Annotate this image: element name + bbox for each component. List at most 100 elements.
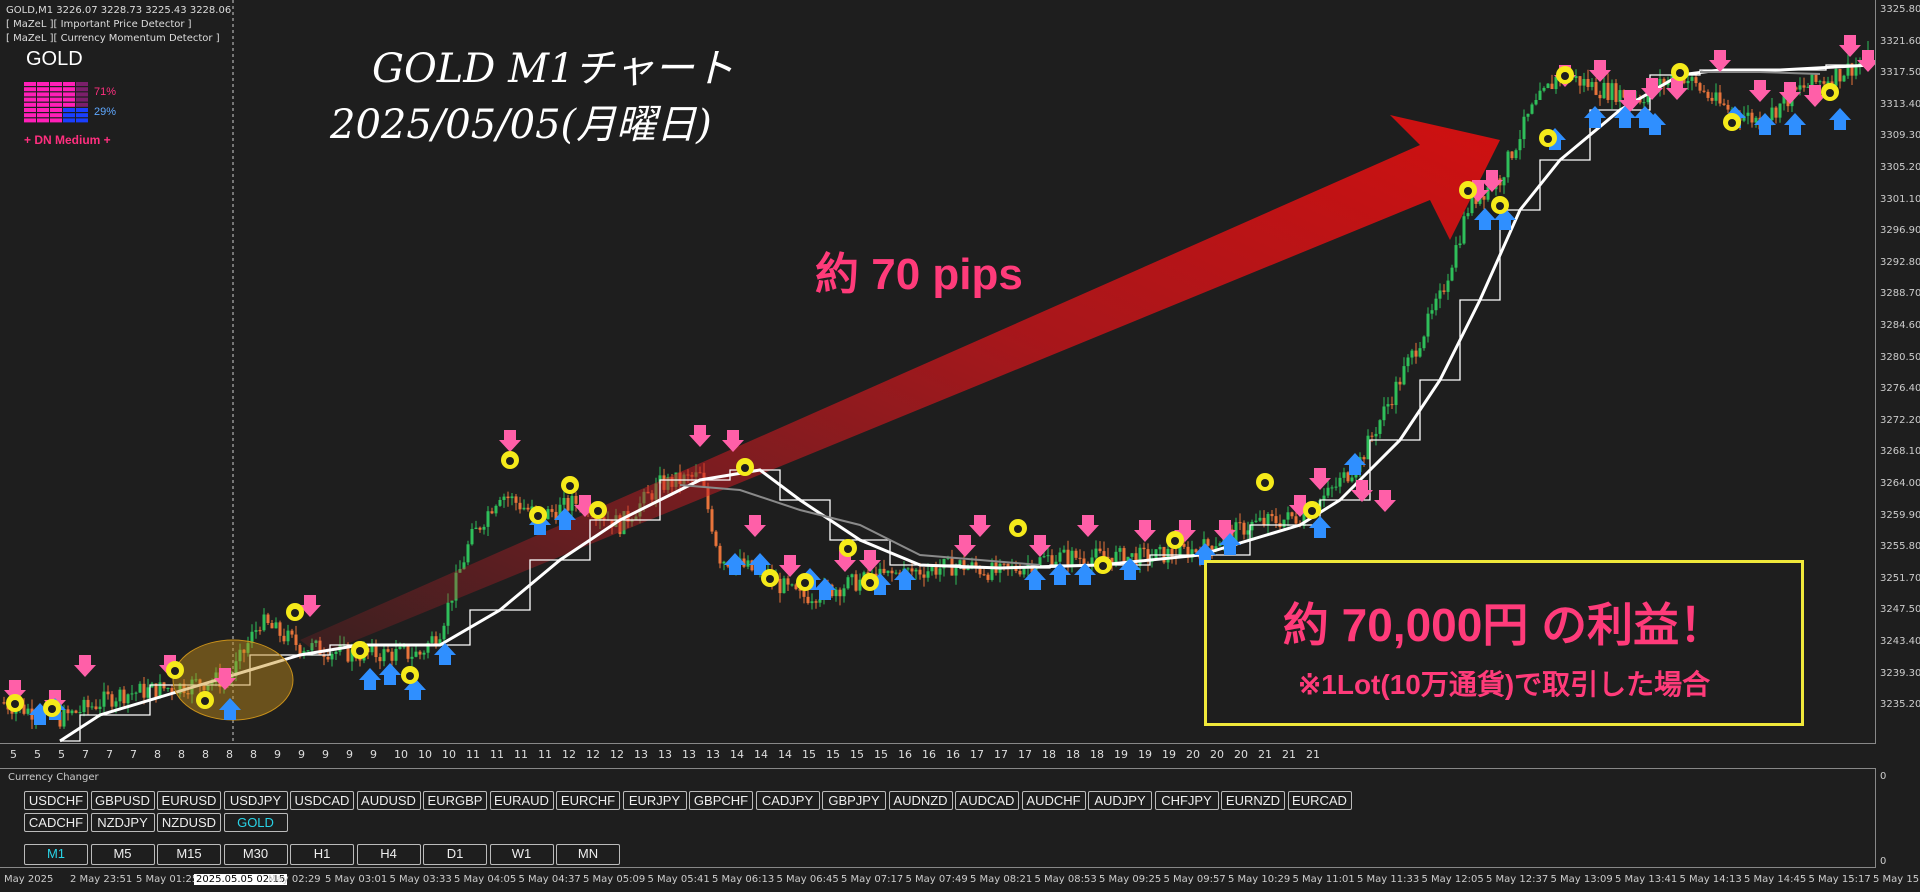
pair-button-eurchf[interactable]: EURCHF xyxy=(556,791,620,810)
sell-arrow-icon xyxy=(74,655,96,677)
candle-body xyxy=(434,636,438,645)
pair-button-gbpchf[interactable]: GBPCHF xyxy=(689,791,753,810)
pair-button-usdchf[interactable]: USDCHF xyxy=(24,791,88,810)
time-tick-label: 5 May 09:57 xyxy=(1163,874,1226,885)
meter-cell xyxy=(24,118,36,123)
timeframe-button-m15[interactable]: M15 xyxy=(157,844,221,865)
timeframe-button-mn[interactable]: MN xyxy=(556,844,620,865)
candle-body xyxy=(838,589,842,597)
timeframe-button-m5[interactable]: M5 xyxy=(90,844,155,865)
candle-body xyxy=(1038,557,1042,567)
candle-body xyxy=(930,566,934,572)
signal-circle-core xyxy=(506,457,514,465)
candle-body xyxy=(1838,69,1842,82)
candle-body xyxy=(718,545,722,564)
pair-button-audnzd[interactable]: AUDNZD xyxy=(888,791,953,810)
candle-body xyxy=(74,710,78,713)
candle-body xyxy=(1590,82,1594,87)
x-tick-label: 21 xyxy=(1258,748,1272,761)
pair-button-audjpy[interactable]: AUDJPY xyxy=(1088,791,1152,810)
x-tick-label: 21 xyxy=(1306,748,1320,761)
candle-body xyxy=(818,599,822,603)
candle-body xyxy=(346,644,350,662)
candle-body xyxy=(1486,187,1490,200)
timeframe-button-h1[interactable]: H1 xyxy=(290,844,354,865)
candle-body xyxy=(230,675,234,680)
x-tick-label: 10 xyxy=(394,748,408,761)
pair-button-gold[interactable]: GOLD xyxy=(223,813,288,832)
timeframe-button-h4[interactable]: H4 xyxy=(356,844,421,865)
pair-button-nzdjpy[interactable]: NZDJPY xyxy=(90,813,155,832)
candle-body xyxy=(1466,213,1470,217)
timeframe-button-w1[interactable]: W1 xyxy=(489,844,554,865)
sell-arrow-icon xyxy=(1351,480,1373,502)
meter-cell xyxy=(37,102,49,107)
pair-button-usdjpy[interactable]: USDJPY xyxy=(223,791,288,810)
candle-body xyxy=(1154,549,1158,559)
pair-button-chfjpy[interactable]: CHFJPY xyxy=(1154,791,1219,810)
time-tick-label: 5 May 05:09 xyxy=(583,874,646,885)
pair-button-cadchf[interactable]: CADCHF xyxy=(24,813,88,832)
x-tick-label: 7 xyxy=(130,748,137,761)
candle-body xyxy=(554,511,558,520)
buy-arrow-icon xyxy=(404,678,426,700)
timeframe-button-m1[interactable]: M1 xyxy=(24,844,88,865)
candle-body xyxy=(1814,74,1818,82)
pair-button-audchf[interactable]: AUDCHF xyxy=(1021,791,1086,810)
candle-body xyxy=(274,622,278,629)
candle-body xyxy=(390,651,394,661)
pair-button-eurjpy[interactable]: EURJPY xyxy=(622,791,687,810)
time-tick-label: 5 May 13:09 xyxy=(1550,874,1613,885)
candle-body xyxy=(94,706,98,709)
candle-body xyxy=(10,709,14,714)
candle-body xyxy=(1426,313,1430,337)
pair-button-euraud[interactable]: EURAUD xyxy=(489,791,554,810)
candle-body xyxy=(1446,280,1450,292)
time-tick-label: 5 May 08:21 xyxy=(970,874,1033,885)
meter-cell xyxy=(50,82,62,86)
time-tick-label: 5 May 11:01 xyxy=(1292,874,1355,885)
pair-button-usdcad[interactable]: USDCAD xyxy=(290,791,354,810)
pair-button-eurgbp[interactable]: EURGBP xyxy=(423,791,487,810)
candle-body xyxy=(1370,435,1374,437)
signal-circle-core xyxy=(866,579,874,587)
candle-body xyxy=(1018,570,1022,575)
x-tick-label: 13 xyxy=(634,748,648,761)
price-tick-label: 3317.50 xyxy=(1880,67,1920,79)
sell-arrow-icon xyxy=(969,515,991,537)
candle-body xyxy=(1382,406,1386,421)
meter-cell xyxy=(50,97,62,102)
candle-body xyxy=(794,584,798,590)
pair-button-nzdusd[interactable]: NZDUSD xyxy=(157,813,221,832)
candle-body xyxy=(1526,113,1530,117)
chart-canvas[interactable] xyxy=(0,0,1875,743)
signal-circle-core xyxy=(741,464,749,472)
price-chart[interactable]: GOLD,M1 3226.07 3228.73 3225.43 3228.06 … xyxy=(0,0,1876,761)
pair-button-eurusd[interactable]: EURUSD xyxy=(157,791,221,810)
candle-body xyxy=(1322,495,1326,501)
timeframe-button-m30[interactable]: M30 xyxy=(223,844,288,865)
price-tick-label: 3309.30 xyxy=(1880,130,1920,142)
pair-button-audusd[interactable]: AUDUSD xyxy=(356,791,421,810)
timeframe-button-d1[interactable]: D1 xyxy=(423,844,487,865)
pair-button-eurcad[interactable]: EURCAD xyxy=(1287,791,1352,810)
candle-body xyxy=(478,527,482,530)
pair-button-gbpjpy[interactable]: GBPJPY xyxy=(822,791,886,810)
pair-button-eurnzd[interactable]: EURNZD xyxy=(1221,791,1285,810)
candle-body xyxy=(1082,558,1086,565)
meter-cell xyxy=(76,87,88,92)
candle-body xyxy=(990,562,994,580)
candle-body xyxy=(1542,87,1546,91)
price-tick-label: 3247.50 xyxy=(1880,604,1920,616)
candle-body xyxy=(1718,92,1722,104)
pair-button-cadjpy[interactable]: CADJPY xyxy=(755,791,820,810)
pair-button-gbpusd[interactable]: GBPUSD xyxy=(90,791,155,810)
sell-arrow-icon xyxy=(1174,520,1196,542)
time-tick-label: 5 May 06:13 xyxy=(712,874,775,885)
candle-body xyxy=(510,496,514,499)
x-tick-label: 11 xyxy=(466,748,480,761)
candle-body xyxy=(1286,512,1290,520)
candle-body xyxy=(1822,81,1826,84)
pair-button-audcad[interactable]: AUDCAD xyxy=(955,791,1019,810)
meter-cell xyxy=(37,97,49,102)
